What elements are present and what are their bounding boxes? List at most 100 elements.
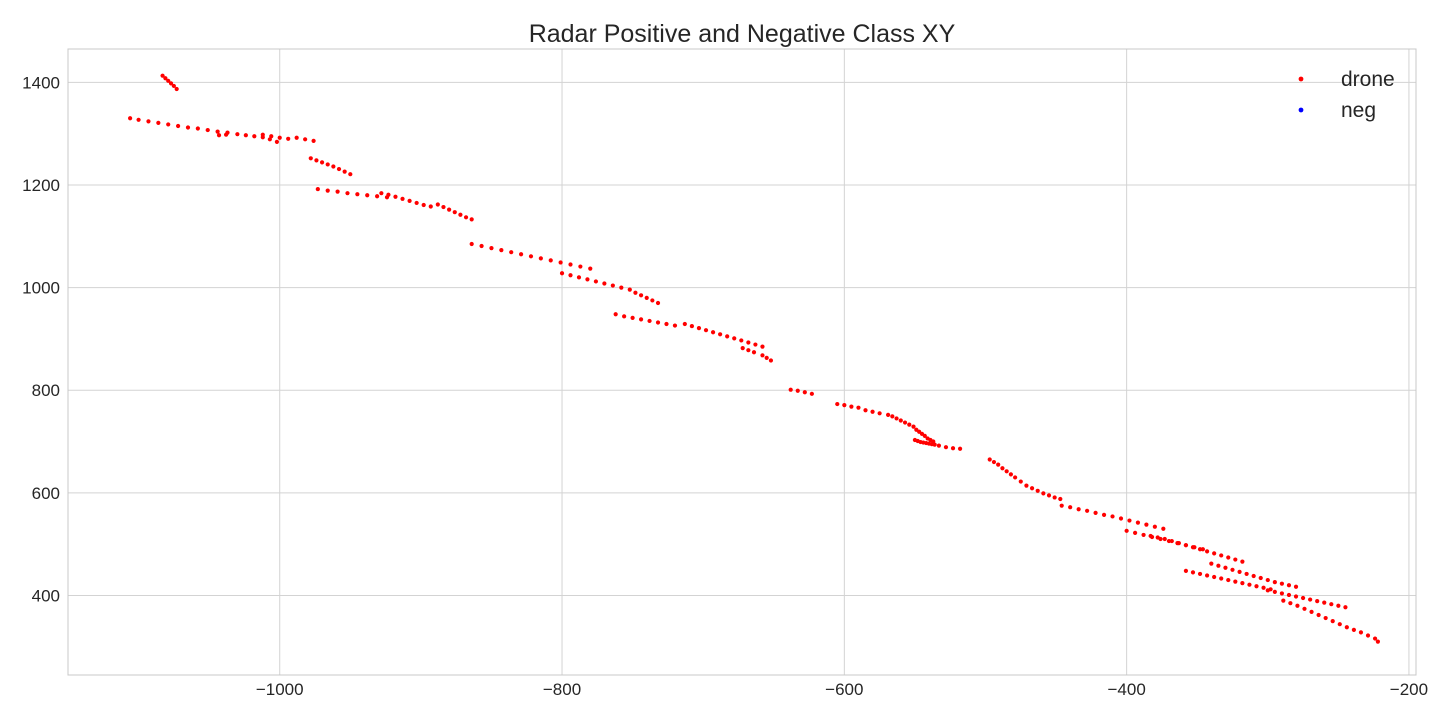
drone-point bbox=[1152, 524, 1157, 529]
drone-point bbox=[1336, 603, 1341, 608]
drone-point bbox=[1161, 526, 1166, 531]
drone-point bbox=[559, 271, 565, 276]
drone-point bbox=[1343, 605, 1348, 610]
drone-point bbox=[725, 334, 730, 339]
drone-point bbox=[146, 119, 151, 124]
drone-point bbox=[1204, 573, 1210, 578]
drone-point bbox=[185, 125, 191, 130]
drone-point bbox=[160, 73, 165, 78]
drone-point bbox=[335, 189, 340, 194]
y-tick-label: 400 bbox=[32, 586, 60, 605]
drone-point bbox=[1169, 538, 1174, 544]
drone-legend-marker bbox=[1298, 76, 1304, 82]
drone-point bbox=[898, 418, 903, 423]
drone-point bbox=[602, 281, 607, 286]
drone-point bbox=[1344, 625, 1349, 630]
drone-point bbox=[195, 126, 200, 131]
drone-point bbox=[1013, 475, 1018, 480]
drone-point bbox=[1308, 597, 1313, 602]
drone-point bbox=[638, 293, 644, 298]
drone-point bbox=[1183, 543, 1189, 548]
x-tick-label: −400 bbox=[1107, 680, 1145, 699]
drone-point bbox=[1133, 530, 1138, 535]
drone-point bbox=[128, 116, 133, 121]
drone-point bbox=[379, 191, 384, 196]
drone-point bbox=[166, 122, 171, 127]
drone-point bbox=[1148, 533, 1153, 539]
drone-point bbox=[1135, 520, 1141, 525]
drone-point bbox=[943, 445, 949, 450]
y-tick-label: 1400 bbox=[22, 73, 60, 92]
drone-point bbox=[1197, 547, 1203, 552]
drone-point bbox=[1281, 598, 1286, 603]
drone-point bbox=[753, 342, 758, 347]
drone-point bbox=[319, 160, 325, 165]
drone-point bbox=[610, 283, 615, 288]
drone-point bbox=[1233, 557, 1238, 562]
drone-point bbox=[1233, 579, 1238, 584]
drone-point bbox=[308, 156, 313, 161]
drone-point bbox=[1155, 535, 1160, 540]
drone-point bbox=[1209, 561, 1214, 566]
drone-point bbox=[156, 120, 161, 125]
drone-point bbox=[740, 346, 745, 351]
drone-point bbox=[885, 412, 891, 417]
drone-point bbox=[499, 248, 504, 253]
drone-point bbox=[260, 135, 265, 140]
drone-point bbox=[1316, 612, 1321, 618]
drone-point bbox=[1190, 545, 1196, 550]
drone-point bbox=[911, 424, 916, 429]
drone-point bbox=[1230, 567, 1235, 572]
drone-point bbox=[215, 129, 220, 134]
drone-point bbox=[902, 420, 908, 425]
drone-point bbox=[1093, 510, 1098, 515]
drone-point bbox=[1190, 570, 1196, 575]
drone-point bbox=[435, 202, 440, 207]
drone-point bbox=[1279, 581, 1285, 586]
drone-point bbox=[1004, 469, 1009, 474]
drone-point bbox=[1322, 600, 1327, 605]
drone-point bbox=[1008, 472, 1013, 477]
drone-point bbox=[1076, 507, 1081, 512]
drone-point bbox=[1127, 518, 1132, 523]
drone-point bbox=[578, 264, 583, 269]
drone-point bbox=[795, 388, 800, 393]
drone-point bbox=[1330, 619, 1335, 624]
drone-point bbox=[1216, 563, 1221, 568]
drone-point bbox=[1124, 528, 1129, 533]
drone-point bbox=[1176, 541, 1181, 546]
drone-point bbox=[682, 321, 687, 327]
drone-point bbox=[894, 416, 899, 421]
drone-point bbox=[1212, 551, 1217, 556]
drone-point bbox=[1144, 522, 1149, 527]
drone-point bbox=[528, 254, 534, 259]
drone-point bbox=[1046, 493, 1052, 498]
drone-point bbox=[1000, 466, 1005, 471]
x-axis-ticks: −1000 −800 −600 −400 −200 bbox=[256, 680, 1428, 699]
drone-point bbox=[585, 277, 590, 282]
drone-point bbox=[1162, 536, 1167, 542]
drone-point bbox=[809, 391, 814, 396]
drone-point bbox=[469, 241, 474, 247]
drone-point bbox=[469, 217, 474, 222]
drone-point bbox=[463, 215, 469, 220]
drone-point bbox=[1219, 576, 1224, 581]
drone-point bbox=[1309, 609, 1314, 614]
plot-frame bbox=[67, 48, 1417, 676]
drone-point bbox=[447, 207, 452, 212]
drone-point bbox=[1288, 601, 1293, 606]
drone-point bbox=[489, 245, 494, 251]
drone-point bbox=[703, 328, 709, 333]
drone-point bbox=[216, 133, 222, 138]
drone-point bbox=[863, 408, 868, 413]
drone-point bbox=[996, 462, 1001, 467]
drone-point bbox=[325, 188, 330, 193]
drone-point bbox=[325, 162, 330, 167]
drone-point bbox=[1085, 508, 1090, 513]
drone-point bbox=[303, 137, 308, 142]
drone-point bbox=[223, 132, 229, 137]
drone-point bbox=[136, 117, 141, 122]
drone-point bbox=[1240, 559, 1245, 564]
drone-point bbox=[166, 78, 171, 83]
drone-point bbox=[1118, 516, 1124, 521]
